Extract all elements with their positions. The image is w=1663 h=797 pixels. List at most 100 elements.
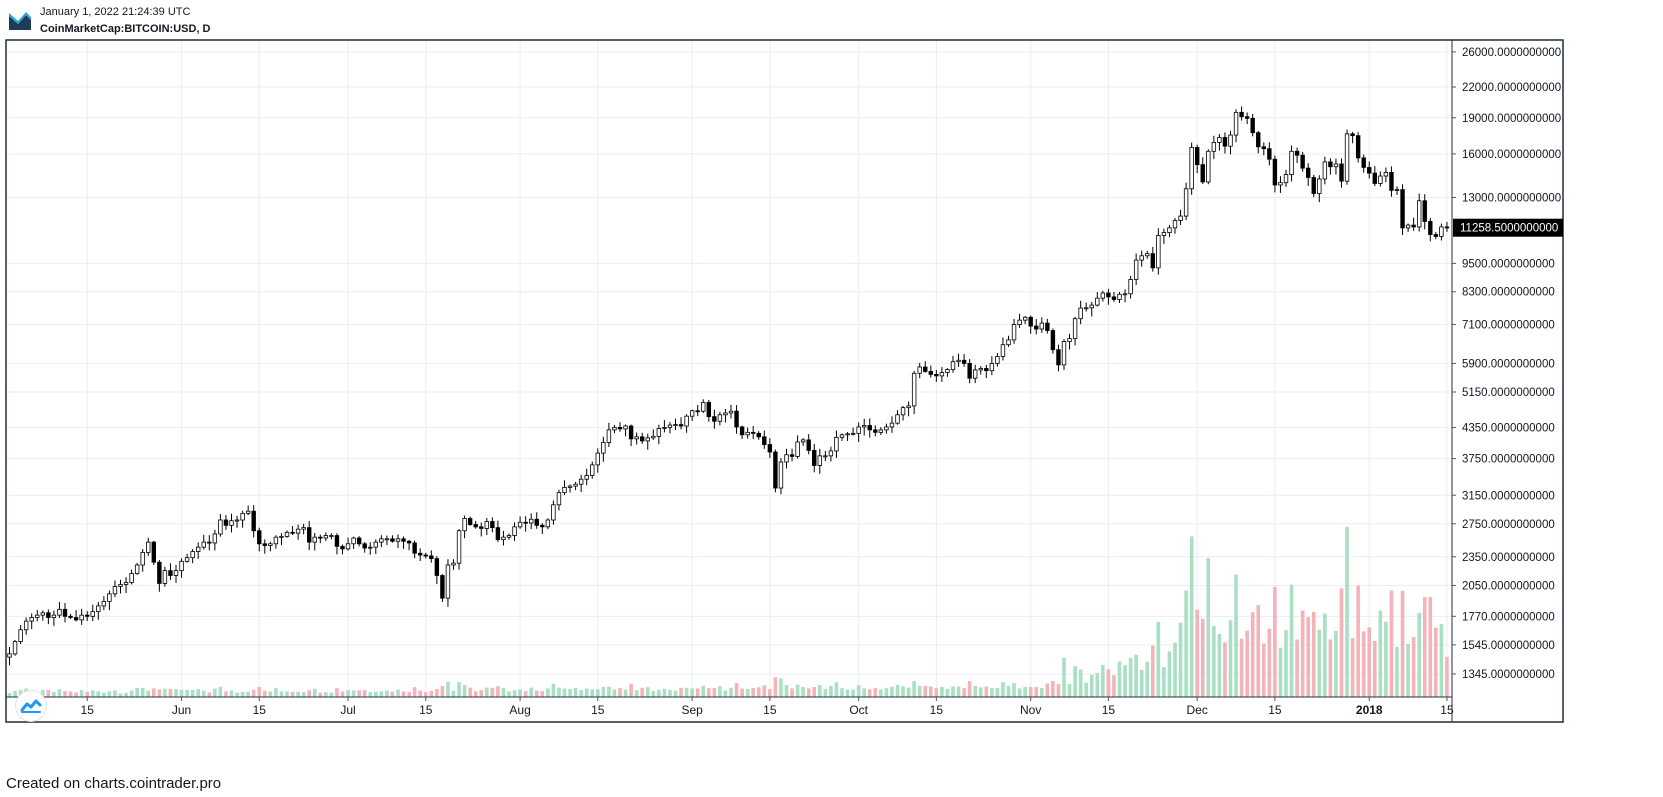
outer-frame xyxy=(5,39,1564,723)
volume-bar xyxy=(1328,639,1333,697)
y-tick-label: 1345.0000000000 xyxy=(1462,669,1555,681)
volume-bar xyxy=(1445,656,1449,697)
volume-bar xyxy=(1123,665,1127,697)
candle-body xyxy=(573,483,578,487)
candle-body xyxy=(1283,174,1289,184)
candle-body xyxy=(1333,163,1339,168)
volume-bar xyxy=(374,691,378,697)
volume-bar xyxy=(1012,683,1016,697)
volume-bar xyxy=(540,691,545,697)
candle-body xyxy=(295,528,301,534)
volume-bar xyxy=(662,688,667,697)
volume-bar xyxy=(768,689,772,697)
volume-bar xyxy=(1067,684,1072,697)
candle-body xyxy=(368,546,373,549)
volume-bar xyxy=(246,691,250,697)
volume-bar xyxy=(68,691,73,697)
volume-bar xyxy=(1434,627,1438,697)
candle-body xyxy=(1389,172,1394,191)
volume-bar xyxy=(956,686,961,697)
candle-body xyxy=(529,518,534,524)
volume-bar xyxy=(1389,590,1394,697)
candle-body xyxy=(584,475,589,480)
candle-body xyxy=(1405,224,1411,229)
volume-bar xyxy=(1212,625,1216,697)
candle-body xyxy=(512,526,517,536)
volume-bar xyxy=(579,689,583,697)
volume-bar xyxy=(546,688,550,697)
candle-body xyxy=(212,533,218,544)
volume-bar xyxy=(829,685,833,697)
volume-bar xyxy=(1239,638,1244,697)
candle-body xyxy=(284,531,290,537)
candle-body xyxy=(906,405,911,409)
x-tick-label: 15 xyxy=(1102,703,1116,717)
candle-body xyxy=(279,535,284,538)
candle-body xyxy=(1200,164,1205,183)
volume-bar xyxy=(895,684,900,697)
candle-body xyxy=(168,570,173,576)
candle-body xyxy=(118,584,123,587)
volume-bar xyxy=(873,688,878,697)
volume-bar xyxy=(1023,686,1027,697)
volume-bar xyxy=(590,689,595,697)
candle-body xyxy=(1306,167,1311,178)
volume-bar xyxy=(1411,637,1416,697)
candle-body xyxy=(1206,150,1211,183)
candle-body xyxy=(839,434,845,438)
last-price-label: 11258.5000000000 xyxy=(1460,223,1558,235)
candle-body xyxy=(1067,338,1072,342)
volume-bar xyxy=(901,686,905,697)
candle-body xyxy=(1084,307,1089,310)
candle-body xyxy=(1311,177,1316,194)
candle-body xyxy=(85,614,90,617)
volume-bars xyxy=(7,527,1449,697)
volume-bar xyxy=(668,689,672,697)
candle-body xyxy=(57,608,62,616)
candle-body xyxy=(462,518,467,532)
volume-bar xyxy=(1156,621,1161,697)
candle-body xyxy=(445,564,451,599)
candle-body xyxy=(1244,116,1250,119)
volume-bar xyxy=(1034,687,1039,697)
candle-body xyxy=(35,614,40,618)
x-tick-label: 15 xyxy=(1440,703,1454,717)
candle-body xyxy=(506,535,512,538)
candle-body xyxy=(1100,292,1106,299)
volume-bar xyxy=(906,687,911,697)
candle-body xyxy=(1189,147,1194,190)
candle-body xyxy=(1256,132,1261,148)
cointrader-logo-icon xyxy=(9,12,31,30)
y-tick-label: 26000.0000000000 xyxy=(1462,47,1561,59)
volume-bar xyxy=(274,688,278,697)
candle-body xyxy=(684,415,689,427)
candle-body xyxy=(395,538,401,542)
candle-body xyxy=(950,361,956,370)
volume-bar xyxy=(995,687,1000,697)
candle-body xyxy=(673,424,678,426)
x-tick-label: Dec xyxy=(1187,703,1208,717)
y-tick-label: 3150.0000000000 xyxy=(1462,490,1555,502)
volume-bar xyxy=(657,689,661,697)
candle-body xyxy=(917,366,922,374)
candle-body xyxy=(767,444,773,453)
candle-body xyxy=(540,524,545,528)
candle-body xyxy=(1034,325,1039,330)
y-tick-label: 3750.0000000000 xyxy=(1462,454,1555,466)
volume-bar xyxy=(651,690,656,697)
tradingview-watermark-icon[interactable] xyxy=(16,691,46,721)
volume-bar xyxy=(385,690,389,697)
candle-body xyxy=(517,521,523,528)
volume-bar xyxy=(690,688,694,697)
candle-body xyxy=(195,546,201,552)
candle-body xyxy=(995,356,1000,364)
candle-body xyxy=(484,521,489,529)
candle-body xyxy=(1039,322,1044,330)
candle-body xyxy=(312,536,317,543)
candle-body xyxy=(273,536,279,545)
volume-bar xyxy=(890,686,894,697)
candle-body xyxy=(556,492,562,506)
candle-body xyxy=(1000,344,1006,357)
candle-body xyxy=(379,538,384,543)
